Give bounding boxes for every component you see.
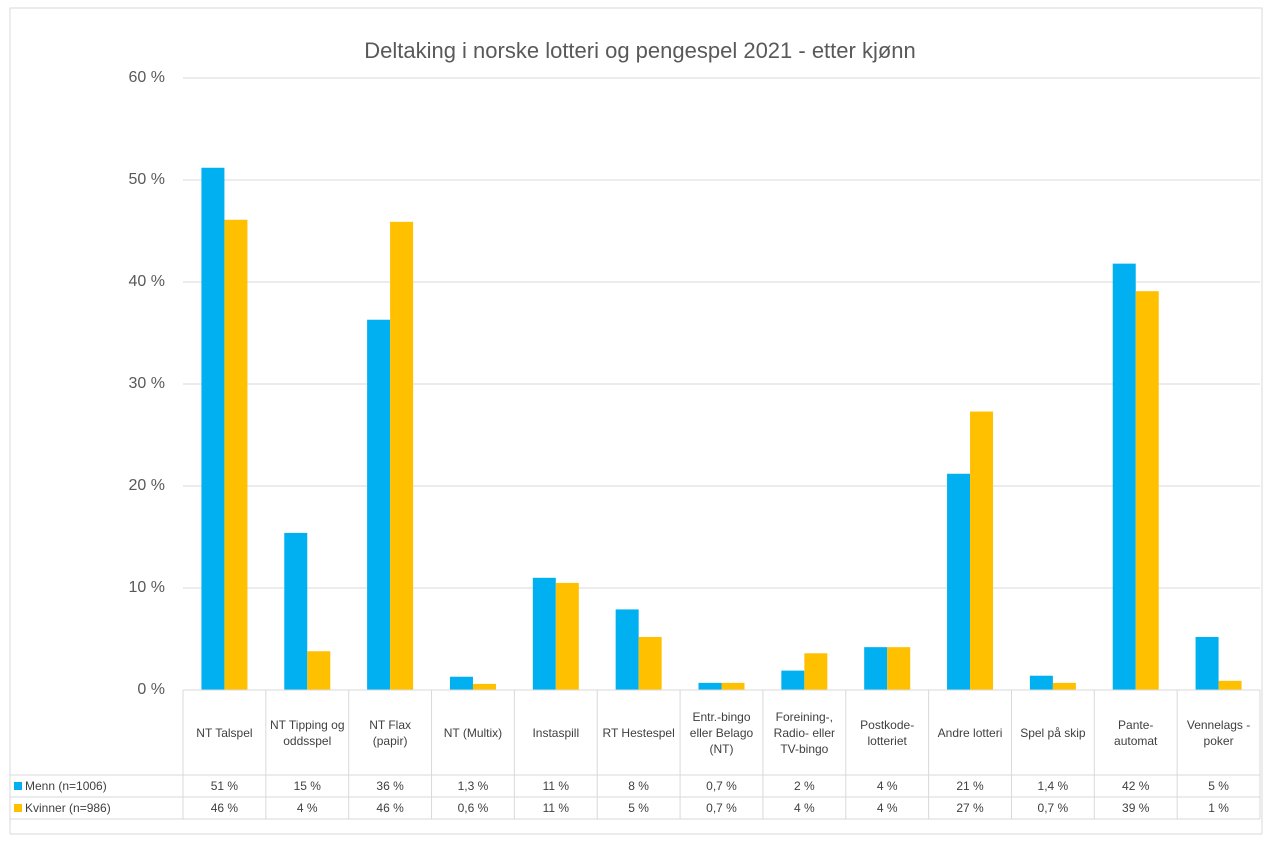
legend-label: Menn (n=1006) <box>25 779 107 793</box>
category-label: NT (Multix) <box>443 725 503 740</box>
data-label: 4 % <box>794 801 815 815</box>
bar <box>390 221 414 690</box>
data-label: 4 % <box>876 801 898 815</box>
category-label: Postkode-lotteriet <box>860 717 915 748</box>
bar <box>1112 263 1136 690</box>
data-label: 51 % <box>210 779 239 793</box>
data-label: 42 % <box>1122 779 1150 793</box>
category-label: Foreining-, Radio- eller TV-bingo <box>773 709 836 756</box>
data-label: 21 % <box>956 779 984 793</box>
bar <box>804 653 828 690</box>
data-label: 0,7 % <box>1037 801 1069 815</box>
bar <box>555 582 579 690</box>
bar <box>1052 682 1076 690</box>
category-label: Instaspill <box>532 725 580 740</box>
legend-entry: Menn (n=1006) <box>10 775 183 797</box>
bar <box>367 319 391 690</box>
bar <box>781 670 805 690</box>
bar <box>472 683 496 690</box>
category-label: Entr.-bingo eller Belago (NT) <box>689 709 754 756</box>
data-label: 39 % <box>1122 801 1150 815</box>
bar <box>864 647 888 690</box>
bar <box>307 651 331 690</box>
data-label: 8 % <box>628 779 649 793</box>
bar <box>224 219 248 690</box>
data-label: 11 % <box>542 801 570 815</box>
bar <box>887 647 911 690</box>
category-label: RT Hestespel <box>602 725 675 740</box>
data-label: 27 % <box>956 801 984 815</box>
y-tick-label: 10 % <box>129 579 165 596</box>
category-label: Andre lotteri <box>937 725 1003 740</box>
data-label: 0,6 % <box>457 801 489 815</box>
data-label: 2 % <box>794 779 815 793</box>
legend-swatch <box>14 804 22 812</box>
chart-border <box>9 7 1263 835</box>
category-label: Pante-automat <box>1114 717 1158 748</box>
category-label: Vennelags -poker <box>1186 717 1251 748</box>
y-tick-label: 40 % <box>129 273 165 290</box>
data-label: 5 % <box>1208 779 1229 793</box>
data-label: 11 % <box>542 779 570 793</box>
data-label: 46 % <box>376 801 404 815</box>
y-tick-label: 50 % <box>129 171 165 188</box>
legend-swatch <box>14 782 22 790</box>
chart-title: Deltaking i norske lotteri og pengespel … <box>364 38 916 63</box>
bar <box>947 473 971 690</box>
data-label: 0,7 % <box>706 779 737 793</box>
bar <box>721 682 745 690</box>
y-tick-label: 60 % <box>129 69 165 86</box>
y-tick-label: 0 % <box>137 681 165 698</box>
y-tick-label: 20 % <box>129 477 165 494</box>
data-label: 0,7 % <box>706 801 737 815</box>
category-label: NT Talspel <box>196 725 253 740</box>
data-label: 15 % <box>293 779 321 793</box>
category-label: NT Tipping og oddsspel <box>270 717 345 748</box>
bar <box>201 167 225 690</box>
legend-label: Kvinner (n=986) <box>25 801 111 815</box>
data-label: 4 % <box>296 801 318 815</box>
data-label: 1,4 % <box>1037 779 1069 793</box>
bar <box>1218 680 1242 690</box>
bar <box>532 577 556 690</box>
bar <box>970 411 994 690</box>
bar <box>1135 291 1159 690</box>
data-label: 1 % <box>1208 801 1229 815</box>
bar <box>638 636 662 690</box>
legend-entry: Kvinner (n=986) <box>10 797 183 819</box>
bar <box>284 532 308 690</box>
bar <box>1195 636 1219 690</box>
data-label: 46 % <box>210 801 239 815</box>
bar <box>449 676 473 690</box>
bar <box>615 609 639 690</box>
data-label: 5 % <box>628 801 649 815</box>
data-label: 36 % <box>376 779 404 793</box>
bar <box>1029 675 1053 690</box>
category-label: Spel på skip <box>1020 725 1086 740</box>
data-label: 4 % <box>876 779 898 793</box>
category-label: NT Flax (papir) <box>369 717 411 748</box>
data-label: 1,3 % <box>457 779 489 793</box>
y-tick-label: 30 % <box>129 375 165 392</box>
bar <box>698 682 722 690</box>
